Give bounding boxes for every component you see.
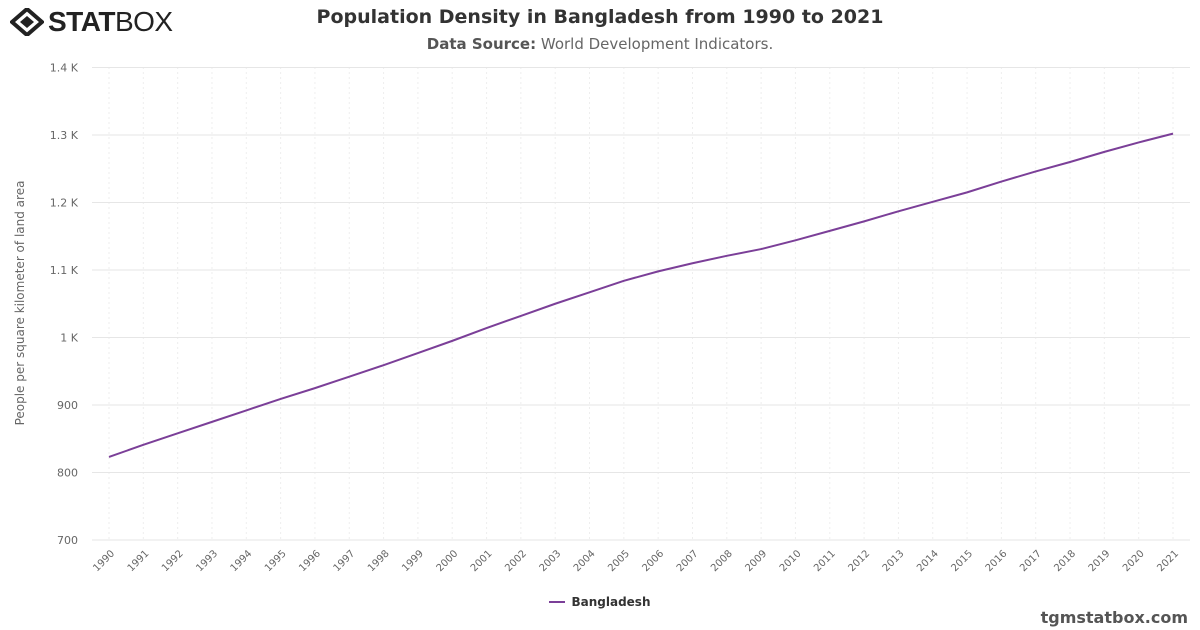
x-tick-label: 2001 bbox=[469, 548, 495, 574]
x-tick-label: 2016 bbox=[984, 548, 1010, 574]
x-tick-label: 2017 bbox=[1018, 548, 1044, 574]
legend-swatch bbox=[549, 601, 566, 603]
legend-label: Bangladesh bbox=[571, 595, 651, 609]
x-tick-label: 2007 bbox=[675, 548, 701, 574]
x-tick-label: 1999 bbox=[400, 548, 426, 574]
x-tick-label: 1993 bbox=[194, 548, 220, 574]
y-tick-label: 1.1 K bbox=[50, 264, 79, 277]
legend-item-bangladesh[interactable]: Bangladesh bbox=[0, 595, 1200, 609]
statbox-logo: STATBOX bbox=[10, 6, 173, 38]
x-tick-label: 2019 bbox=[1087, 548, 1113, 574]
y-tick-label: 900 bbox=[57, 399, 78, 412]
x-tick-label: 2003 bbox=[538, 548, 564, 574]
chart-title: Population Density in Bangladesh from 19… bbox=[316, 6, 884, 28]
x-tick-label: 1995 bbox=[263, 548, 289, 574]
x-tick-label: 2006 bbox=[641, 548, 667, 574]
y-tick-label: 1.4 K bbox=[50, 62, 79, 75]
x-tick-label: 2002 bbox=[503, 548, 529, 574]
x-tick-label: 1998 bbox=[366, 548, 392, 574]
y-tick-label: 800 bbox=[57, 467, 78, 480]
y-tick-label: 700 bbox=[57, 534, 78, 547]
x-tick-label: 2010 bbox=[778, 548, 804, 574]
x-tick-label: 1990 bbox=[91, 548, 117, 574]
x-tick-label: 2020 bbox=[1121, 548, 1147, 574]
logo-text: STATBOX bbox=[48, 6, 173, 37]
x-tick-label: 1991 bbox=[126, 548, 152, 574]
x-tick-label: 2005 bbox=[606, 548, 632, 574]
x-tick-label: 2011 bbox=[812, 548, 838, 574]
chart-subtitle: Data Source: World Development Indicator… bbox=[426, 35, 774, 53]
x-tick-label: 2000 bbox=[435, 548, 461, 574]
series-line-bangladesh bbox=[108, 132, 1174, 458]
x-tick-label: 1992 bbox=[160, 548, 186, 574]
x-tick-label: 2014 bbox=[915, 548, 941, 574]
x-tick-label: 2004 bbox=[572, 548, 598, 574]
x-tick-label: 2015 bbox=[949, 548, 975, 574]
diamond-logo-icon bbox=[10, 8, 44, 36]
x-tick-label: 1996 bbox=[297, 548, 323, 574]
x-tick-label: 2008 bbox=[709, 548, 735, 574]
x-tick-label: 2021 bbox=[1155, 548, 1181, 574]
y-tick-label: 1.2 K bbox=[50, 197, 79, 210]
site-credit: tgmstatbox.com bbox=[1040, 608, 1188, 627]
x-tick-label: 2009 bbox=[743, 548, 769, 574]
x-tick-label: 2013 bbox=[881, 548, 907, 574]
x-tick-label: 2018 bbox=[1052, 548, 1078, 574]
x-tick-label: 1994 bbox=[229, 548, 255, 574]
y-tick-label: 1.3 K bbox=[50, 129, 79, 142]
x-tick-label: 1997 bbox=[332, 548, 358, 574]
y-tick-label: 1 K bbox=[60, 332, 78, 345]
x-tick-label: 2012 bbox=[846, 548, 872, 574]
